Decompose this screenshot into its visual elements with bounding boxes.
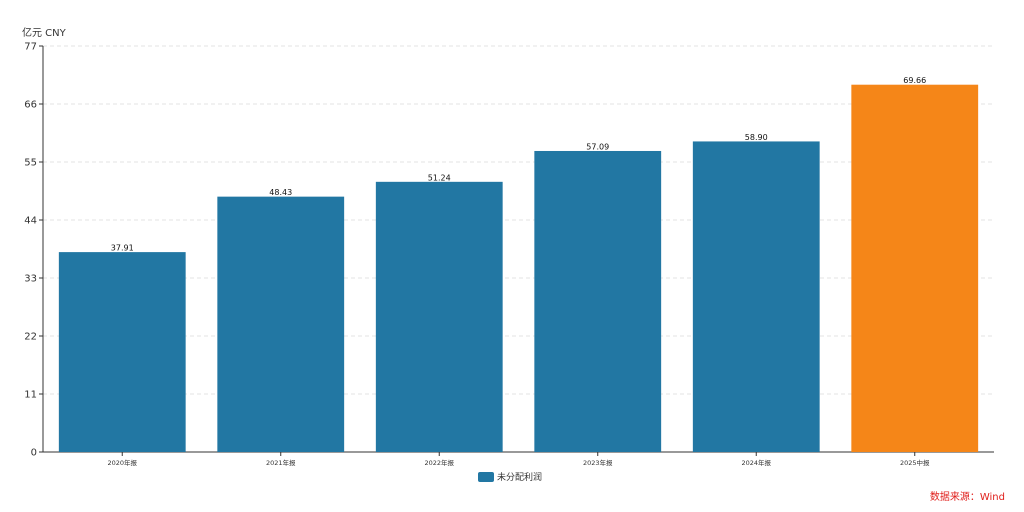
source-note: 数据来源：Wind: [930, 490, 1005, 503]
bars: [58, 84, 979, 453]
y-tick-label: 33: [24, 274, 37, 285]
y-tick-label: 11: [24, 390, 37, 401]
bar: [534, 150, 662, 453]
x-tick-label: 2024年报: [741, 458, 771, 467]
legend: 未分配利润: [478, 471, 542, 483]
bar: [851, 84, 979, 453]
y-tick-label: 55: [24, 158, 37, 169]
bar: [217, 196, 345, 452]
legend-swatch: [478, 472, 494, 482]
x-tick-label: 2022年报: [424, 458, 454, 467]
data-label: 58.90: [745, 133, 768, 142]
data-label: 37.91: [111, 244, 134, 253]
x-tick-label: 2020年报: [107, 458, 137, 467]
axes: 0 11 22 33 44 55 66 77 2020年报 2021年报 2022年报 2023年报 2…: [24, 42, 994, 467]
x-tick-label: 2021年报: [266, 458, 296, 467]
y-tick-label: 22: [24, 332, 37, 343]
y-unit-label: 亿元 CNY: [22, 26, 67, 39]
y-tick-label: 0: [31, 448, 37, 459]
x-tick-label: 2023年报: [583, 458, 613, 467]
data-label: 57.09: [586, 142, 609, 151]
y-tick-label: 44: [24, 216, 37, 227]
data-label: 51.24: [428, 173, 451, 182]
legend-label: 未分配利润: [497, 471, 542, 483]
data-labels: 37.91 48.43 51.24 57.09 58.90 69.66: [111, 76, 926, 252]
gridlines: [43, 45, 994, 395]
bar: [375, 181, 503, 453]
data-label: 48.43: [269, 188, 292, 197]
bar: [58, 252, 186, 452]
bar: [692, 141, 820, 452]
x-tick-label: 2025中报: [900, 458, 930, 467]
y-tick-label: 77: [24, 42, 37, 53]
data-label: 69.66: [903, 76, 926, 85]
y-tick-label: 66: [24, 100, 37, 111]
